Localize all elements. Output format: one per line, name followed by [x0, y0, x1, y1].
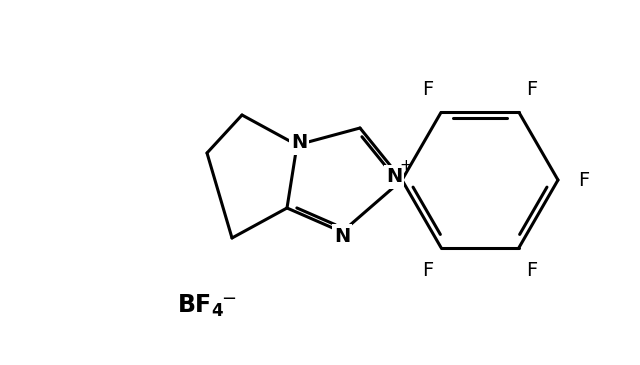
- Text: −: −: [221, 290, 237, 308]
- Text: F: F: [422, 261, 434, 280]
- Text: 4: 4: [211, 302, 223, 320]
- Text: F: F: [526, 261, 538, 280]
- Text: F: F: [579, 170, 589, 189]
- Text: N: N: [334, 227, 350, 246]
- Text: BF: BF: [178, 293, 212, 317]
- Text: F: F: [422, 80, 434, 99]
- Text: N: N: [291, 134, 307, 153]
- Text: F: F: [526, 80, 538, 99]
- Text: +: +: [399, 158, 412, 173]
- Text: N: N: [386, 168, 402, 187]
